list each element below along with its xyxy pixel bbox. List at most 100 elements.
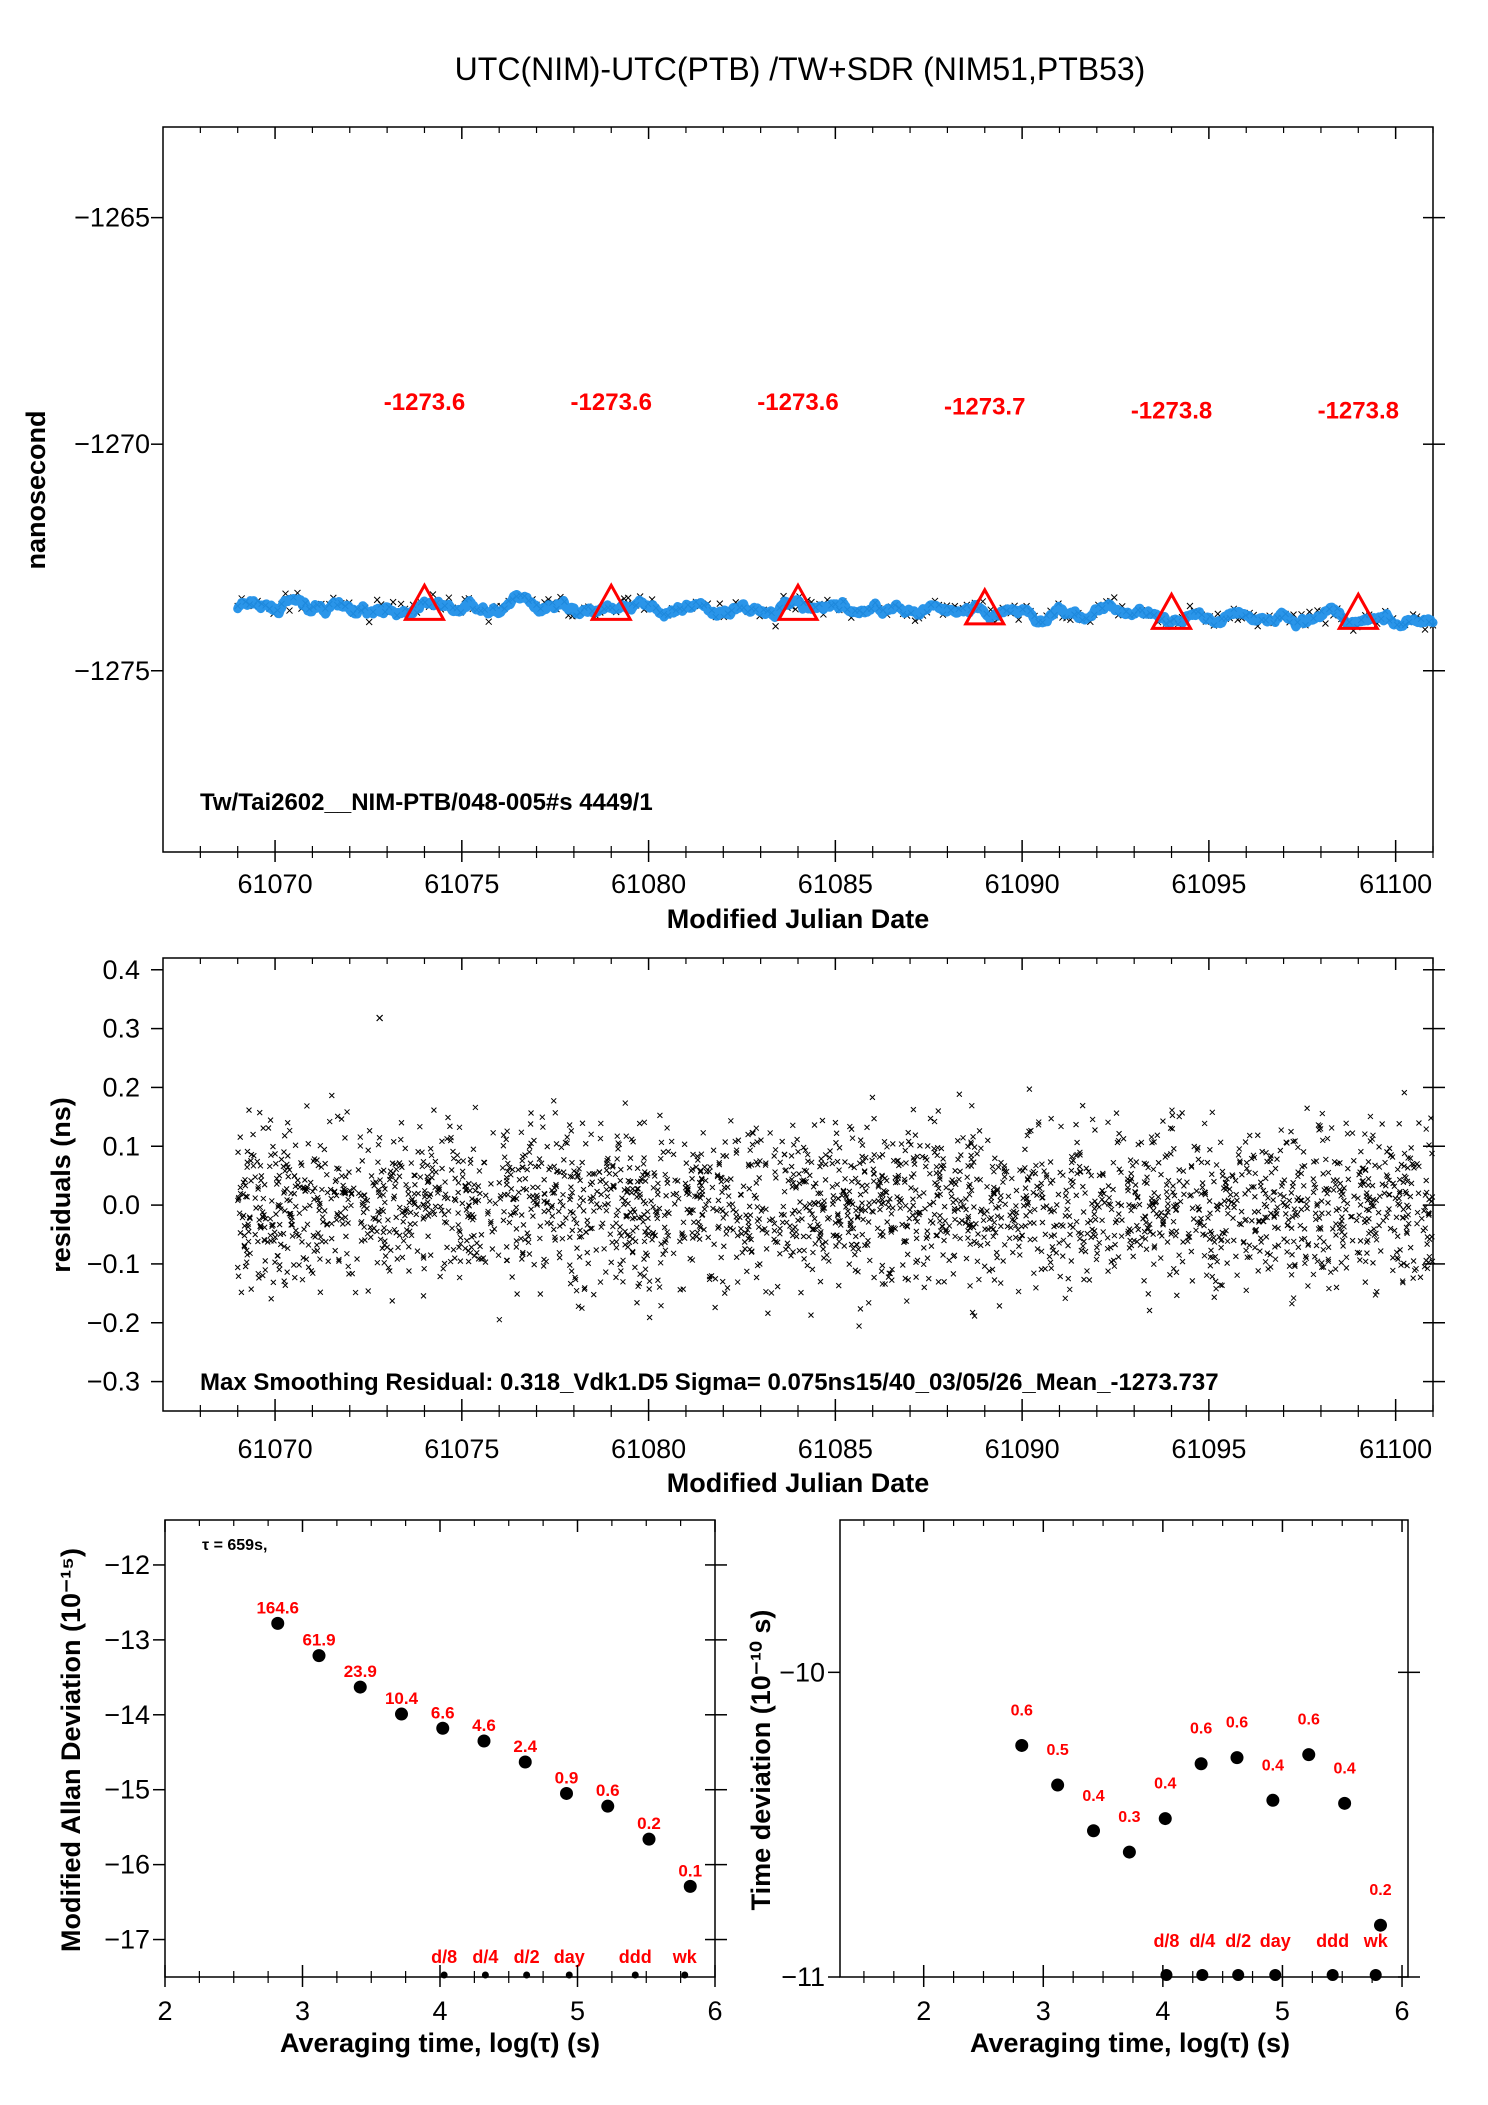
residual-point	[888, 1277, 895, 1283]
residual-point	[1080, 1243, 1086, 1249]
mean-marker-label: -1273.8	[1131, 397, 1212, 424]
residual-point	[1118, 1202, 1125, 1209]
residual-point	[1149, 1200, 1156, 1207]
residual-point	[1100, 1229, 1107, 1235]
allan-time-marker-label: day	[554, 1947, 585, 1967]
residual-point	[811, 1215, 818, 1222]
residual-point	[525, 1239, 532, 1246]
residual-point	[267, 1215, 274, 1222]
residual-point	[1275, 1225, 1281, 1232]
residual-point	[718, 1178, 725, 1185]
residual-point	[1429, 1150, 1435, 1157]
residual-point	[864, 1182, 870, 1189]
residual-point	[567, 1173, 574, 1180]
residual-point	[698, 1175, 705, 1182]
residual-point	[1101, 1199, 1108, 1206]
residual-point	[716, 1159, 723, 1166]
residual-point	[765, 1310, 771, 1317]
residual-point	[1180, 1168, 1187, 1174]
residual-point	[677, 1286, 684, 1293]
residual-point	[820, 1246, 827, 1252]
residual-point	[270, 1222, 276, 1228]
residual-point	[307, 1179, 314, 1186]
residual-point	[415, 1190, 422, 1197]
residual-point	[1290, 1138, 1297, 1145]
residual-point	[995, 1164, 1002, 1170]
residual-point	[342, 1173, 349, 1180]
residual-point	[1408, 1145, 1415, 1151]
residual-point	[1252, 1170, 1259, 1177]
residual-point	[451, 1255, 458, 1261]
residual-point	[629, 1249, 636, 1256]
residual-point	[860, 1216, 866, 1223]
residual-point	[725, 1193, 732, 1199]
residual-point	[1305, 1242, 1311, 1248]
residual-point	[292, 1203, 299, 1210]
allan-point	[683, 1879, 697, 1893]
tdev-point	[1051, 1778, 1065, 1792]
residual-point	[1028, 1127, 1034, 1134]
residual-point	[1316, 1234, 1323, 1241]
residual-point	[501, 1208, 507, 1215]
residual-point	[527, 1160, 534, 1167]
residual-point	[1429, 1194, 1436, 1200]
residual-point	[1410, 1275, 1417, 1281]
residual-point	[910, 1202, 917, 1209]
residual-point	[431, 1211, 438, 1218]
residual-point	[1416, 1163, 1422, 1170]
residual-point	[1217, 1282, 1224, 1288]
residual-point	[716, 1161, 723, 1168]
residual-point	[854, 1213, 861, 1220]
residual-point	[1047, 1180, 1054, 1186]
residual-point	[1300, 1182, 1307, 1189]
residual-point	[1319, 1137, 1326, 1144]
residual-point	[1009, 1249, 1016, 1256]
residual-point	[927, 1115, 934, 1122]
residual-point	[421, 1265, 428, 1272]
residual-point	[584, 1217, 591, 1224]
residual-point	[1144, 1180, 1150, 1187]
residual-point	[314, 1157, 320, 1164]
residual-point	[624, 1213, 631, 1219]
residual-point	[973, 1240, 980, 1247]
residual-point	[526, 1149, 533, 1155]
residual-point	[986, 1268, 993, 1274]
residual-point	[1366, 1230, 1372, 1237]
residual-point	[788, 1252, 794, 1259]
residual-point	[570, 1210, 576, 1216]
residual-point	[733, 1254, 740, 1261]
residual-point	[1293, 1212, 1299, 1219]
residual-point	[551, 1185, 558, 1191]
residual-point	[1376, 1193, 1383, 1200]
residual-point	[1403, 1229, 1410, 1235]
residual-point	[860, 1158, 867, 1165]
residual-point	[1272, 1256, 1279, 1263]
residual-point	[558, 1144, 565, 1151]
residual-point	[641, 1169, 648, 1175]
residual-point	[1243, 1247, 1249, 1254]
residual-point	[556, 1223, 563, 1229]
residual-point	[937, 1228, 944, 1234]
residual-point	[699, 1191, 706, 1198]
residual-point	[593, 1201, 600, 1207]
residual-point	[402, 1232, 409, 1239]
residual-point	[632, 1214, 638, 1221]
residual-point	[378, 1168, 385, 1175]
residual-point	[396, 1173, 403, 1180]
residual-point	[421, 1187, 428, 1194]
residuals-x-tick-label: 61070	[238, 1434, 313, 1464]
allan-point	[560, 1786, 573, 1800]
residual-point	[963, 1255, 970, 1262]
residual-point	[1303, 1255, 1310, 1262]
residual-point	[544, 1143, 551, 1150]
allan-x-label: Averaging time, log(τ) (s)	[280, 2028, 600, 2058]
residual-point	[871, 1198, 878, 1205]
residual-point	[857, 1137, 864, 1143]
residual-point	[1325, 1200, 1331, 1206]
residual-point	[1199, 1184, 1206, 1191]
residuals-y-tick-label: −0.3	[87, 1367, 140, 1397]
residual-point	[996, 1303, 1003, 1309]
tdev-time-marker	[1232, 1969, 1245, 1981]
residual-point	[1143, 1161, 1150, 1167]
residual-point	[459, 1174, 466, 1180]
